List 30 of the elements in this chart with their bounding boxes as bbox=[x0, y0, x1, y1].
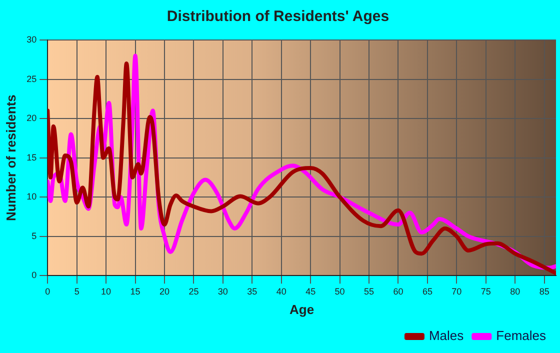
legend-label: Males bbox=[428, 328, 464, 344]
x-tick-label: 15 bbox=[130, 286, 140, 296]
y-axis-title: Number of residents bbox=[3, 94, 18, 222]
legend-label: Females bbox=[496, 328, 546, 344]
x-tick-label: 65 bbox=[422, 286, 432, 296]
y-tick-label: 25 bbox=[26, 74, 37, 84]
x-tick-label: 50 bbox=[334, 286, 345, 296]
x-tick-label: 25 bbox=[188, 286, 199, 296]
y-tick-label: 10 bbox=[26, 192, 37, 202]
chart-title: Distribution of Residents' Ages bbox=[166, 8, 390, 26]
x-tick-label: 20 bbox=[159, 286, 170, 296]
x-axis-title: Age bbox=[290, 302, 314, 317]
x-tick-label: 40 bbox=[276, 286, 286, 296]
x-tick-label: 55 bbox=[364, 286, 374, 296]
x-tick-label: 10 bbox=[101, 286, 112, 296]
x-tick-label: 30 bbox=[218, 286, 228, 296]
x-tick-label: 45 bbox=[306, 286, 316, 296]
y-tick-label: 5 bbox=[32, 230, 37, 241]
x-tick-label: 0 bbox=[45, 286, 50, 296]
y-tick-label: 30 bbox=[26, 34, 37, 44]
x-tick-label: 85 bbox=[539, 286, 550, 296]
y-tick-label: 15 bbox=[26, 152, 37, 162]
x-tick-label: 80 bbox=[510, 286, 520, 296]
x-tick-label: 75 bbox=[480, 286, 491, 296]
y-tick-label: 0 bbox=[32, 270, 37, 280]
x-tick-label: 5 bbox=[74, 286, 80, 296]
x-tick-label: 70 bbox=[452, 286, 462, 296]
y-tick-label: 20 bbox=[26, 113, 37, 124]
x-tick-label: 35 bbox=[247, 286, 258, 296]
x-tick-label: 60 bbox=[393, 286, 404, 296]
